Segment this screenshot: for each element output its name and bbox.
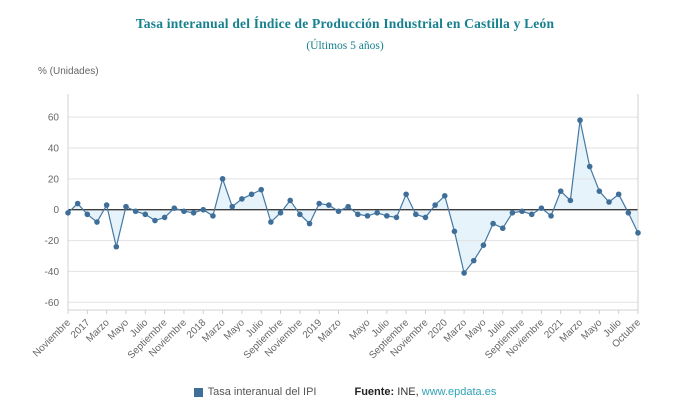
chart-footer: Tasa interanual del IPI Fuente: INE, www… — [0, 386, 690, 398]
x-tick-label: Mayo — [579, 317, 604, 342]
data-point[interactable] — [364, 213, 371, 219]
data-point[interactable] — [548, 213, 554, 219]
data-point[interactable] — [277, 210, 284, 216]
data-point[interactable] — [103, 202, 110, 208]
x-tick-label: Noviembre — [31, 317, 73, 359]
data-point[interactable] — [132, 208, 139, 215]
data-point[interactable] — [625, 210, 632, 216]
x-tick-label: Mayo — [222, 317, 247, 342]
data-point[interactable] — [287, 197, 294, 204]
data-point[interactable] — [335, 208, 342, 215]
data-point[interactable] — [113, 243, 120, 250]
data-point[interactable] — [326, 202, 332, 208]
y-tick-label: 0 — [53, 205, 59, 216]
y-tick-label: 40 — [48, 144, 60, 155]
x-tick-label: Mayo — [348, 317, 373, 342]
y-tick-label: 20 — [48, 174, 60, 185]
data-point[interactable] — [268, 219, 274, 225]
legend-marker-icon — [193, 387, 203, 397]
data-point[interactable] — [210, 213, 216, 219]
data-point[interactable] — [567, 197, 574, 204]
data-point[interactable] — [200, 206, 207, 213]
y-tick-label: 60 — [48, 113, 60, 124]
chart-title: Tasa interanual del Índice de Producción… — [135, 16, 555, 31]
data-point[interactable] — [635, 230, 641, 236]
data-point[interactable] — [509, 210, 516, 216]
data-point[interactable] — [403, 191, 409, 198]
y-axis-unit-label: % (Unidades) — [38, 66, 99, 77]
data-point[interactable] — [219, 176, 226, 182]
data-point[interactable] — [248, 191, 255, 198]
data-point[interactable] — [412, 211, 419, 218]
source-line: Fuente: INE, www.epdata.es — [354, 386, 496, 398]
data-point[interactable] — [480, 242, 487, 248]
data-point[interactable] — [586, 163, 593, 170]
data-point[interactable] — [519, 208, 525, 215]
data-point[interactable] — [297, 211, 303, 218]
data-point[interactable] — [355, 211, 361, 218]
chart-subtitle: (Últimos 5 años) — [306, 40, 384, 52]
data-point[interactable] — [142, 211, 149, 218]
source-prefix: Fuente: — [354, 386, 395, 398]
data-point[interactable] — [84, 211, 91, 218]
data-point[interactable] — [65, 210, 71, 216]
data-point[interactable] — [161, 214, 168, 221]
series-area-fill — [68, 120, 638, 273]
data-point[interactable] — [374, 210, 380, 216]
y-tick-label: -40 — [45, 267, 60, 278]
data-point[interactable] — [470, 257, 477, 264]
legend-item-ipi[interactable]: Tasa interanual del IPI — [193, 386, 317, 398]
data-point[interactable] — [123, 203, 129, 210]
data-point[interactable] — [258, 186, 265, 193]
data-point[interactable] — [384, 213, 390, 219]
data-point[interactable] — [557, 188, 564, 194]
y-tick-label: -60 — [45, 298, 60, 309]
data-point[interactable] — [606, 199, 612, 205]
data-point[interactable] — [316, 200, 322, 207]
x-tick-label: Mayo — [106, 317, 131, 342]
data-point[interactable] — [190, 210, 197, 216]
series-line — [67, 120, 639, 275]
data-point[interactable] — [152, 217, 158, 224]
source-link[interactable]: www.epdata.es — [421, 386, 497, 398]
data-point[interactable] — [538, 205, 545, 211]
source-text: INE, — [397, 386, 419, 398]
legend-label: Tasa interanual del IPI — [207, 386, 317, 398]
data-point[interactable] — [596, 188, 603, 194]
x-tick-label: Mayo — [463, 317, 488, 342]
y-tick-label: -20 — [45, 236, 60, 247]
data-point[interactable] — [306, 220, 313, 227]
data-point[interactable] — [461, 270, 467, 276]
data-point[interactable] — [229, 203, 236, 210]
data-point[interactable] — [499, 225, 506, 232]
data-point[interactable] — [528, 211, 535, 218]
data-point[interactable] — [577, 117, 583, 124]
data-point[interactable] — [451, 228, 458, 235]
data-point[interactable] — [345, 203, 351, 210]
data-point[interactable] — [422, 214, 429, 221]
data-point[interactable] — [441, 193, 448, 199]
data-point[interactable] — [74, 200, 81, 207]
data-point[interactable] — [432, 202, 438, 208]
data-point[interactable] — [393, 214, 400, 221]
data-point[interactable] — [94, 219, 100, 225]
data-point[interactable] — [181, 208, 187, 215]
ipi-line-chart: 6040200-20-40-60Noviembre2017MarzoMayoJu… — [31, 94, 643, 361]
data-point[interactable] — [615, 191, 622, 198]
data-point[interactable] — [239, 196, 245, 202]
data-point[interactable] — [490, 220, 496, 227]
data-point[interactable] — [171, 205, 178, 211]
